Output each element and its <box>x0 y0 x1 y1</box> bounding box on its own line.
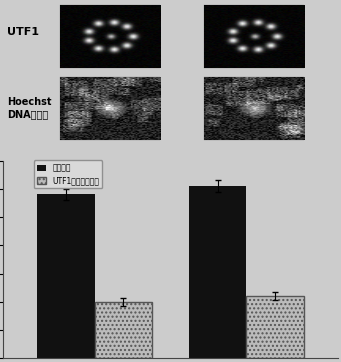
Bar <box>37 194 94 358</box>
Text: UTF1: UTF1 <box>7 27 39 37</box>
FancyBboxPatch shape <box>60 5 161 68</box>
FancyBboxPatch shape <box>60 77 161 140</box>
Bar <box>94 302 152 358</box>
Text: Hoechst
DNA核染色: Hoechst DNA核染色 <box>7 97 51 119</box>
Bar <box>247 296 304 358</box>
Legend: 总细胞数, UTF1阳性的细胞数: 总细胞数, UTF1阳性的细胞数 <box>34 160 102 188</box>
FancyBboxPatch shape <box>204 77 304 140</box>
FancyBboxPatch shape <box>204 5 304 68</box>
Bar <box>189 186 247 358</box>
